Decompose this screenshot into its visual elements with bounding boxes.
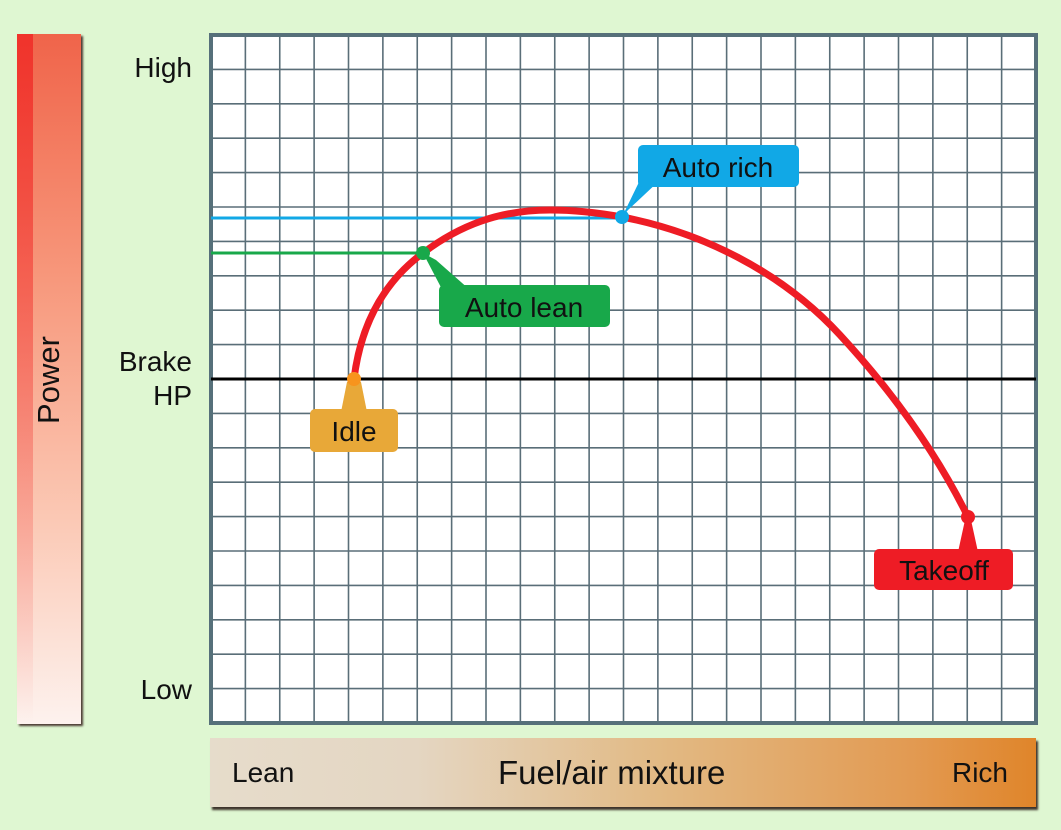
x-label-lean: Lean — [232, 756, 295, 788]
auto-rich-point — [615, 210, 629, 224]
auto-lean-point — [416, 246, 430, 260]
power-curve — [350, 206, 972, 521]
y-label-high: High — [134, 52, 192, 83]
idle-point — [347, 372, 361, 386]
y-label-brake-hp: Brake HP — [100, 345, 192, 413]
idle-label: Idle — [331, 416, 376, 447]
x-label-rich: Rich — [951, 756, 1008, 788]
auto-lean-label: Auto lean — [465, 292, 583, 323]
power-axis-bar — [17, 34, 81, 724]
idle-callout: Idle — [310, 372, 398, 452]
auto-rich-callout: Auto rich — [615, 145, 799, 224]
auto-lean-callout: Auto lean — [416, 246, 610, 327]
y-label-low: Low — [140, 674, 192, 705]
auto-rich-label: Auto rich — [663, 152, 774, 183]
takeoff-label: Takeoff — [899, 555, 989, 586]
y-label-hp: HP — [153, 380, 192, 411]
takeoff-point — [961, 510, 975, 524]
takeoff-callout: Takeoff — [874, 510, 1013, 590]
grid-lines — [211, 35, 1036, 723]
x-axis-title: Fuel/air mixture — [498, 753, 726, 791]
mixture-axis-bar: Lean Fuel/air mixture Rich — [210, 738, 1036, 807]
y-label-brake: Brake — [118, 346, 192, 377]
